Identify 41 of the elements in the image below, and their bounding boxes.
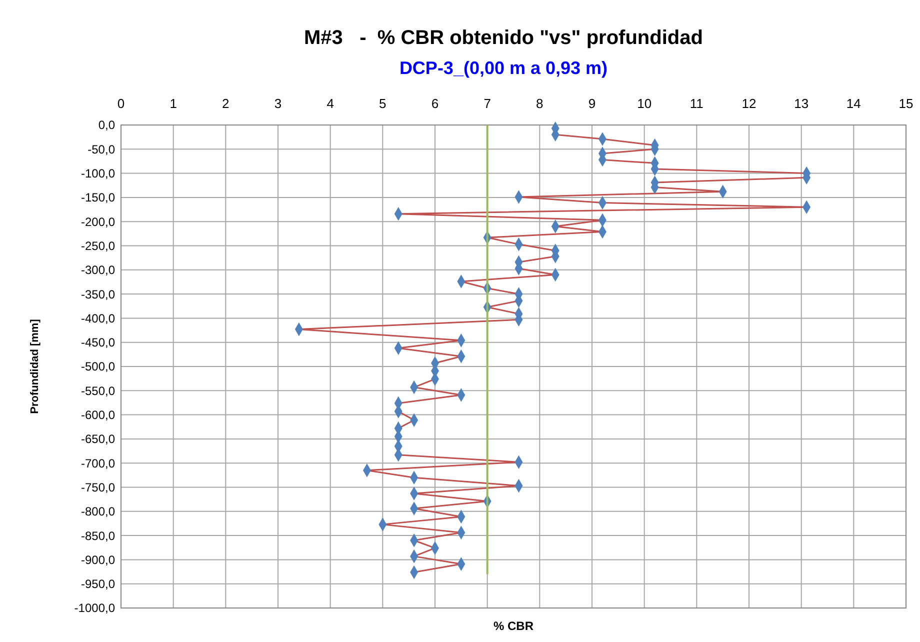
y-tick-label: -550,0: [80, 384, 116, 398]
x-tick-label: 0: [117, 96, 125, 111]
y-tick-label: -450,0: [80, 336, 116, 350]
x-tick-label: 9: [588, 96, 596, 111]
y-tick-label: -850,0: [80, 528, 116, 543]
x-axis-title: % CBR: [493, 619, 534, 633]
y-tick-label: -950,0: [80, 577, 116, 592]
x-tick-label: 6: [431, 96, 439, 111]
y-tick-label: -500,0: [80, 360, 116, 374]
y-tick-label: -650,0: [80, 432, 116, 446]
x-tick-label: 11: [690, 96, 704, 111]
x-tick-label: 10: [637, 96, 652, 111]
y-tick-label: -50,0: [88, 142, 116, 156]
x-tick-label: 8: [536, 96, 544, 111]
y-axis-title: Profundidad [mm]: [29, 318, 41, 414]
chart-subtitle: DCP-3_(0,00 m a 0,93 m): [399, 58, 608, 78]
x-tick-label: 4: [326, 96, 334, 111]
y-tick-label: -800,0: [80, 504, 116, 519]
y-tick-label: 0,0: [98, 118, 116, 132]
x-tick-label: 2: [222, 96, 230, 111]
x-tick-label: 14: [846, 96, 861, 111]
y-tick-label: -1000,0: [74, 601, 116, 616]
y-tick-label: -750,0: [80, 480, 116, 494]
y-tick-label: -150,0: [80, 190, 116, 205]
x-tick-label: 1: [170, 96, 177, 111]
chart-title: M#3 - % CBR obtenido "vs" profundidad: [304, 27, 703, 49]
y-tick-label: -900,0: [80, 552, 116, 567]
y-tick-label: -250,0: [80, 238, 116, 253]
y-tick-label: -100,0: [80, 166, 116, 180]
y-tick-label: -300,0: [80, 263, 116, 278]
y-tick-label: -700,0: [80, 456, 116, 470]
x-tick-label: 12: [742, 96, 756, 111]
y-tick-label: -600,0: [80, 408, 116, 422]
y-tick-label: -400,0: [80, 311, 116, 326]
x-tick-label: 13: [794, 96, 809, 111]
x-tick-label: 5: [379, 96, 386, 111]
x-tick-label: 3: [274, 96, 282, 111]
x-tick-label: 15: [898, 96, 914, 111]
y-tick-label: -200,0: [80, 214, 116, 229]
x-tick-label: 7: [484, 96, 491, 111]
y-tick-label: -350,0: [80, 287, 116, 302]
